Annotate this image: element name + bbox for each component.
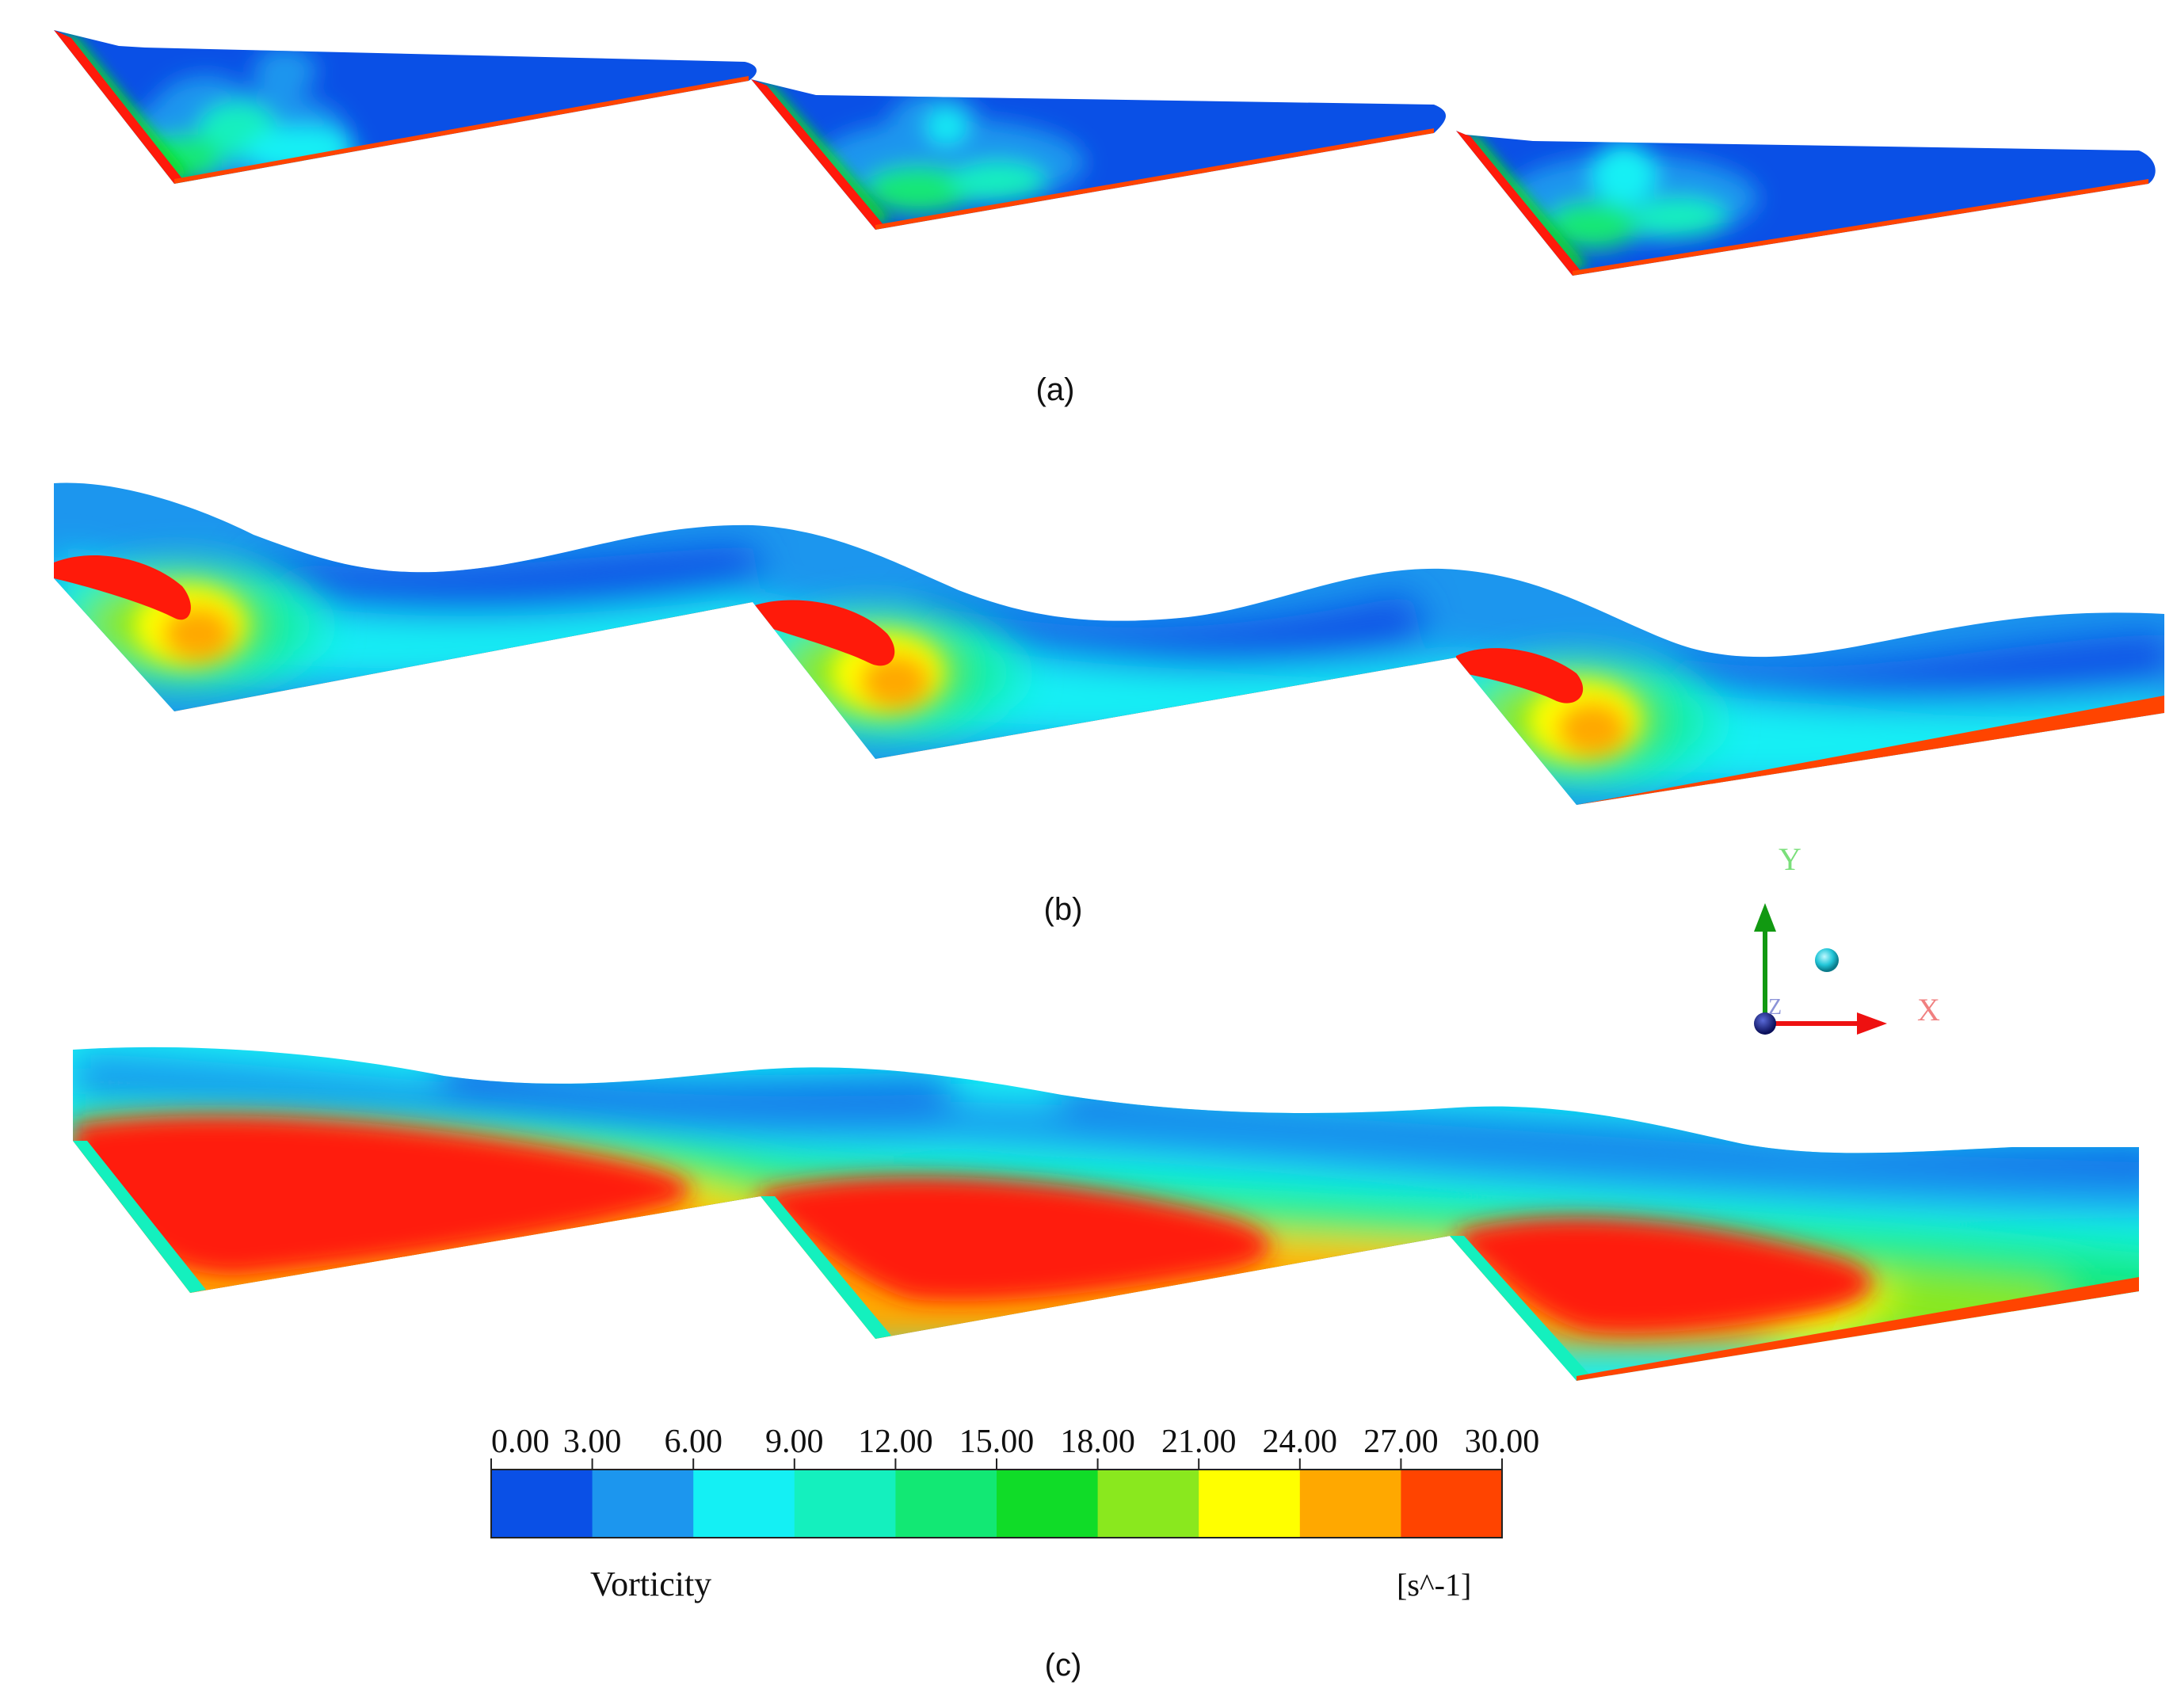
colorbar-swatch — [1097, 1470, 1199, 1538]
colorbar-swatch — [794, 1470, 896, 1538]
colorbar-unit-label: [s^-1] — [1397, 1567, 1471, 1603]
colorbar-tick-label: 3.00 — [563, 1424, 622, 1460]
colorbar-swatch — [693, 1470, 795, 1538]
colorbar-tick-label: 18.00 — [1060, 1424, 1135, 1460]
colorbar-tick-label: 15.00 — [959, 1424, 1035, 1460]
y-arrowhead-icon — [1754, 903, 1776, 932]
colorbar-tick-label: 9.00 — [765, 1424, 824, 1460]
z-axis-label: Z — [1768, 995, 1782, 1020]
colorbar-swatch — [1299, 1470, 1401, 1538]
axis-triad: Y X Z — [1754, 841, 1940, 1035]
panel-label-a: (a) — [1036, 372, 1075, 407]
contour-panel-a — [54, 30, 2156, 276]
colorbar-swatch — [1199, 1470, 1301, 1538]
colorbar-tick-label: 0.00 — [491, 1424, 550, 1460]
colorbar-tick-label: 27.00 — [1363, 1424, 1439, 1460]
panel-label-c: (c) — [1045, 1648, 1082, 1683]
colorbar-tick-label: 24.00 — [1263, 1424, 1338, 1460]
origin-icon — [1754, 1012, 1776, 1035]
view-sphere-icon — [1815, 948, 1839, 972]
contour-panel-c — [73, 1047, 2139, 1381]
vorticity-colorbar: 0.00 3.00 6.00 9.00 12.00 15.00 18.00 21.00 24.0… — [490, 1424, 1540, 1538]
colorbar-tick-label: 21.00 — [1161, 1424, 1237, 1460]
colorbar-swatch — [491, 1470, 593, 1538]
colorbar-swatch — [592, 1470, 694, 1538]
x-axis-label: X — [1917, 992, 1940, 1027]
y-axis-label: Y — [1779, 841, 1801, 877]
colorbar-tick-label: 30.00 — [1465, 1424, 1540, 1460]
colorbar-tick-label: 12.00 — [858, 1424, 933, 1460]
panel-label-b: (b) — [1044, 892, 1083, 927]
colorbar-tick-label: 6.00 — [664, 1424, 722, 1460]
contour-panel-b — [54, 482, 2164, 805]
colorbar-swatch — [895, 1470, 997, 1538]
x-arrowhead-icon — [1857, 1012, 1887, 1035]
colorbar-quantity-label: Vorticity — [590, 1565, 711, 1603]
colorbar-swatch — [997, 1470, 1099, 1538]
colorbar-swatch — [1401, 1470, 1503, 1538]
